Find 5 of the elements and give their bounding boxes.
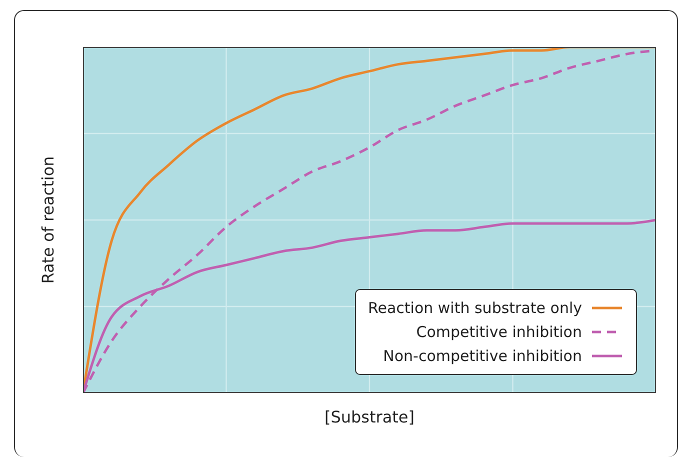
x-axis-title: [Substrate]: [324, 407, 415, 426]
legend-label: Non-competitive inhibition: [383, 347, 582, 365]
legend-label: Competitive inhibition: [416, 323, 582, 341]
y-axis-title: Rate of reaction: [38, 156, 58, 284]
legend-label: Reaction with substrate only: [368, 299, 582, 317]
